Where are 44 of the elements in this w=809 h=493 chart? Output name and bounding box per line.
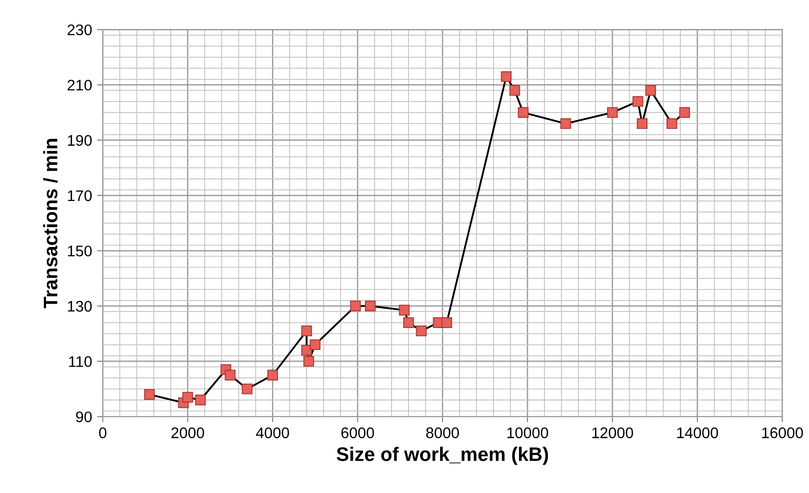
point	[224, 370, 236, 380]
y-axis-title: Transactions / min	[43, 138, 58, 308]
point	[607, 107, 618, 118]
point	[509, 85, 520, 96]
x-tick-label: 2000	[171, 427, 204, 438]
x-tick-label: 16000	[762, 427, 803, 438]
point	[398, 304, 410, 316]
point	[666, 118, 678, 129]
y-tick-label: 230	[68, 24, 92, 36]
point	[182, 392, 194, 403]
x-tick-label: 10000	[507, 427, 548, 438]
x-tick-label: 0	[99, 427, 106, 438]
y-tick-label: 110	[69, 356, 92, 367]
point	[416, 326, 427, 336]
y-tick-label: 130	[68, 300, 92, 312]
point	[679, 107, 690, 118]
y-tick-label: 90	[76, 411, 92, 422]
y-tick-label: 170	[68, 190, 92, 202]
point	[636, 118, 648, 129]
point	[500, 71, 512, 82]
point	[144, 389, 155, 400]
x-tick-label: 12000	[592, 427, 634, 438]
x-tick-label: 14000	[677, 427, 718, 438]
point	[441, 317, 452, 328]
point	[350, 300, 361, 312]
point	[560, 118, 572, 129]
point	[301, 326, 312, 336]
point	[195, 394, 206, 406]
y-tick-label: 150	[68, 246, 92, 256]
y-tick-label: 210	[68, 80, 92, 91]
y-tick-label: 190	[68, 135, 92, 146]
point	[518, 107, 529, 118]
x-tick-label: 4000	[256, 427, 290, 438]
point	[267, 370, 278, 380]
point	[632, 96, 644, 107]
point	[303, 356, 314, 367]
x-axis-title: Size of work_mem (kB)	[336, 446, 548, 465]
point	[242, 384, 252, 394]
point	[645, 85, 656, 96]
x-tick-label: 6000	[341, 427, 374, 438]
point	[310, 339, 320, 350]
point	[364, 300, 376, 312]
x-tick-label: 8000	[426, 427, 459, 438]
point	[403, 317, 414, 328]
